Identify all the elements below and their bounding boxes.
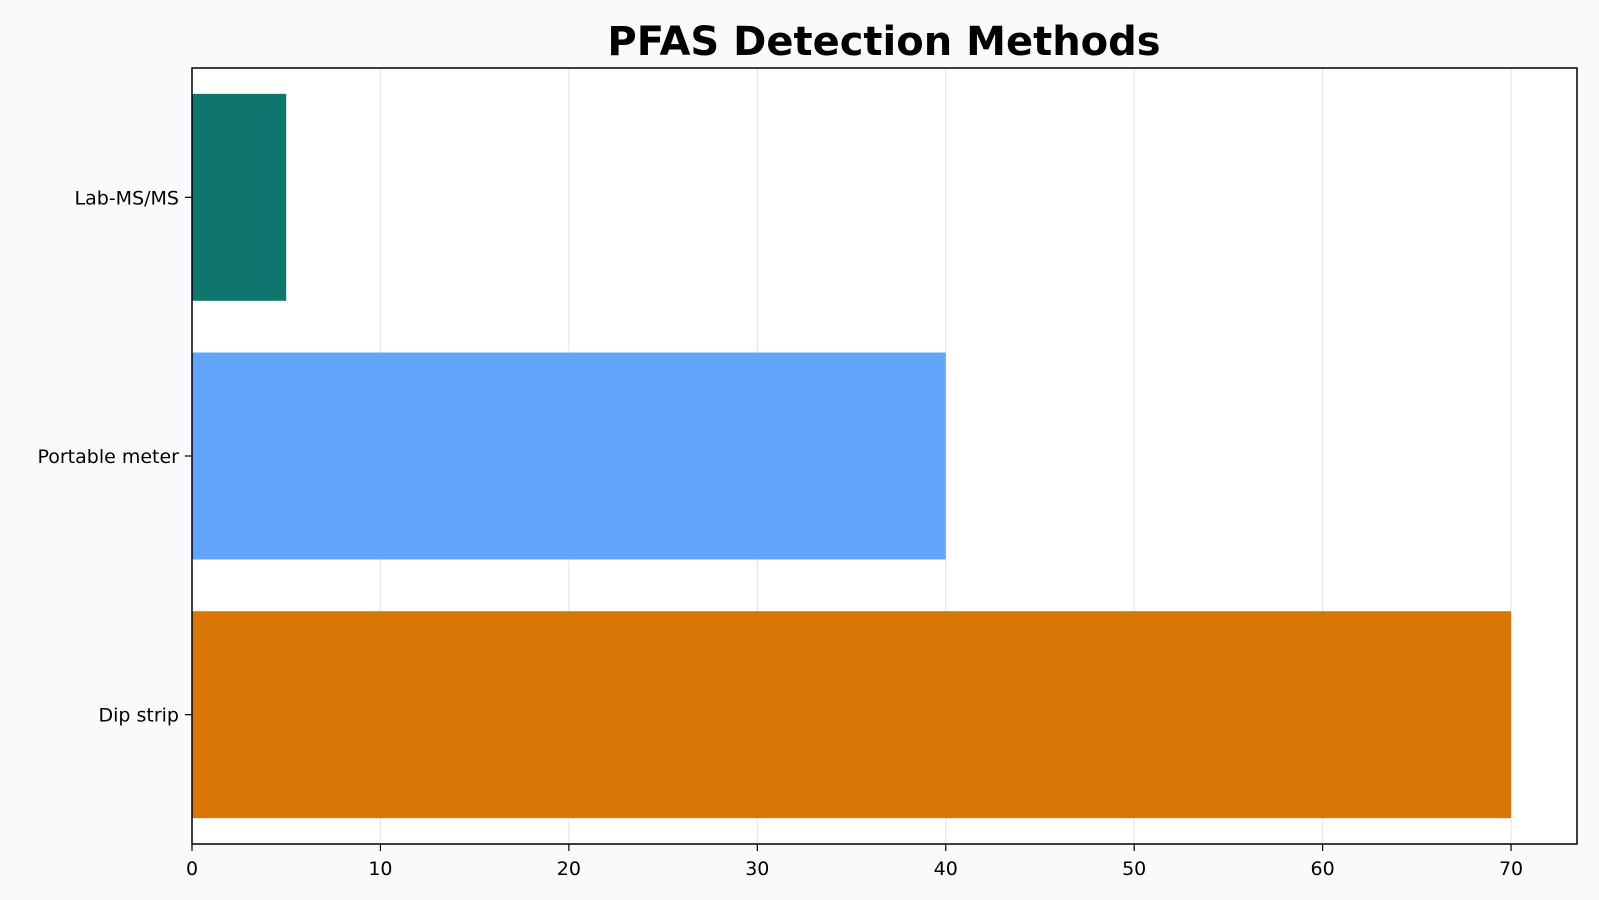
x-axis: 0 10 20 30 40 50 60 70 xyxy=(186,844,1523,880)
x-tick-label: 60 xyxy=(1311,858,1335,880)
bars xyxy=(192,93,1512,819)
x-tick-label: 10 xyxy=(368,858,392,880)
y-tick-label: Lab-MS/MS xyxy=(75,187,179,209)
y-tick-label: Dip strip xyxy=(98,705,179,727)
x-tick-label: 30 xyxy=(745,858,769,880)
bar xyxy=(192,93,287,301)
y-axis: Dip strip Portable meter Lab-MS/MS xyxy=(37,187,192,727)
chart-title: PFAS Detection Methods xyxy=(607,19,1160,65)
x-tick-label: 20 xyxy=(557,858,581,880)
bar xyxy=(192,352,946,560)
x-tick-label: 40 xyxy=(934,858,958,880)
bar xyxy=(192,611,1512,819)
x-tick-label: 0 xyxy=(186,858,198,880)
x-tick-label: 70 xyxy=(1499,858,1523,880)
y-tick-label: Portable meter xyxy=(37,446,179,468)
x-tick-label: 50 xyxy=(1122,858,1146,880)
